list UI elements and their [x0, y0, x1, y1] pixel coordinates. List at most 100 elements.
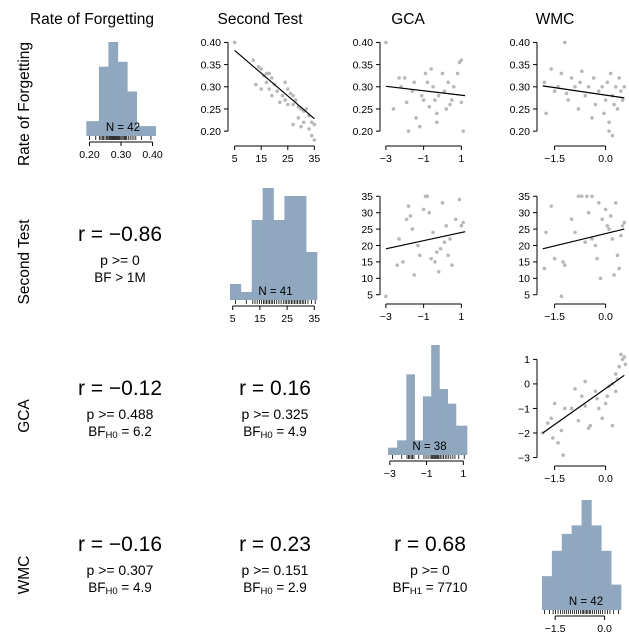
x-tick-label: −1	[418, 153, 430, 165]
histogram-bar	[146, 126, 156, 136]
scatter-point	[440, 201, 445, 205]
scatter-point	[614, 372, 618, 376]
x-tick-label: 0.0	[598, 153, 613, 165]
scatter-rate-of-forgetting-vs-gca: −3 −1 1 0.20 0.25 0.30 0.35 0.40	[353, 37, 466, 165]
scatter-point	[561, 453, 565, 457]
scatter-point	[593, 102, 598, 107]
scatter-point	[435, 250, 439, 254]
p-value: p >= 0	[410, 562, 450, 578]
row-titles: Rate of Forgetting Second Test GCA WMC	[16, 42, 33, 594]
scatter-point	[583, 404, 587, 408]
bayes-factor: BFH0 = 4.9	[88, 580, 152, 597]
scatter-point	[620, 224, 625, 228]
stat-cell-2-1: r = 0.16 p >= 0.325 BFH0 = 4.9	[205, 377, 345, 444]
y-tick-label: 5	[524, 290, 530, 302]
y-tick-label: 0.40	[510, 37, 531, 49]
scatter-point	[312, 122, 317, 127]
scatter-point	[585, 194, 589, 199]
scatter-point	[412, 273, 416, 277]
y-tick-label: 10	[518, 273, 530, 285]
histogram-rate-of-forgetting: N = 42 0.20 0.30 0.40	[79, 42, 163, 161]
scatter-point	[267, 87, 271, 91]
scatter-point	[580, 194, 584, 199]
scatter-point	[586, 84, 591, 89]
scatter-point	[600, 84, 604, 89]
histogram-bar	[295, 196, 307, 300]
scatter-point	[590, 116, 594, 120]
row-title-gca: GCA	[16, 399, 33, 433]
scatter-point	[436, 269, 441, 274]
histogram-bar	[581, 500, 592, 610]
scatter-point	[457, 197, 462, 202]
bayes-factor: BFH0 = 6.2	[88, 424, 152, 441]
x-tick-label: −1.5	[544, 153, 565, 165]
scatter-point	[259, 67, 264, 71]
histogram-bar	[127, 91, 138, 136]
scatter-point	[542, 80, 547, 85]
histogram-bar	[439, 389, 449, 455]
correlation-value: r = 0.23	[239, 533, 311, 556]
scatter-point	[431, 230, 435, 235]
sample-size-label: N = 38	[412, 441, 446, 453]
regression-line	[542, 374, 625, 434]
scatter-point	[461, 220, 466, 225]
scatter-point	[603, 98, 608, 102]
scatter-point	[578, 80, 582, 85]
p-value: p >= 0.488	[86, 406, 154, 422]
scatter-point	[414, 116, 418, 120]
scatter-point	[264, 71, 269, 76]
histogram-bar	[551, 550, 563, 610]
scatter-point	[421, 98, 426, 102]
scatter-point	[304, 107, 309, 111]
histogram-bar	[262, 188, 274, 300]
scatter-point	[552, 401, 557, 406]
scatter-point	[552, 89, 557, 94]
scatter-point	[622, 84, 627, 89]
scatter-point	[307, 127, 311, 131]
scatter-point	[623, 362, 628, 367]
scatter-point	[546, 421, 550, 425]
histogram-bar	[284, 196, 296, 300]
scatter-point	[406, 204, 411, 208]
scatter-point	[425, 194, 430, 199]
x-tick-label: 1	[458, 311, 464, 323]
scatter-point	[559, 71, 564, 76]
rug-marks	[544, 610, 619, 614]
scatter-point	[544, 111, 548, 116]
scatter-point	[419, 93, 424, 98]
scatter-point	[391, 107, 396, 111]
scatter-point	[453, 217, 458, 222]
scatter-point	[605, 80, 610, 85]
scatter-point	[608, 71, 613, 76]
x-tick-label: −3	[380, 153, 392, 165]
scatter-gca-vs-wmc: −1.5 0.0 −3 −2 −1 0 1	[518, 352, 628, 485]
column-title-wmc: WMC	[536, 11, 575, 28]
scatter-point	[446, 80, 450, 85]
scatter-point	[459, 58, 464, 62]
histogram-bar	[414, 440, 424, 455]
y-tick-label: 0.25	[353, 104, 374, 116]
histogram-bar	[397, 440, 407, 455]
bayes-factor: BFH1 = 7710	[392, 580, 468, 597]
histogram-bar	[388, 447, 398, 455]
scatter-point	[435, 111, 439, 116]
x-tick-label: −3	[384, 468, 396, 480]
x-tick-label: −1	[418, 311, 430, 323]
histogram-bar	[571, 525, 582, 610]
scatter-point	[573, 230, 577, 235]
column-title-gca: GCA	[391, 11, 425, 28]
scatter-point	[597, 201, 601, 205]
x-tick-label: 0.0	[598, 311, 613, 323]
sample-size-label: N = 42	[569, 596, 603, 608]
correlation-value: r = 0.16	[239, 377, 311, 400]
rug-marks	[89, 136, 152, 140]
x-tick-label: 35	[309, 153, 321, 165]
histogram-bar	[98, 66, 109, 136]
scatter-point	[431, 84, 435, 89]
scatter-point	[576, 194, 581, 199]
stat-cell-3-2: r = 0.68 p >= 0 BFH1 = 7710	[360, 533, 500, 600]
histogram-bar	[273, 220, 285, 300]
scatter-point	[590, 237, 594, 241]
scatter-point	[429, 67, 433, 71]
p-value: p >= 0	[100, 252, 140, 268]
